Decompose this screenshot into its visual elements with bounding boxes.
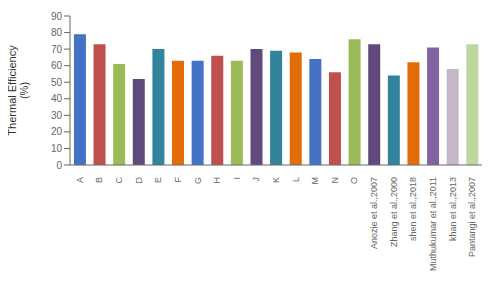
- svg-text:Muthukumar et al.,2011: Muthukumar et al.,2011: [428, 177, 438, 271]
- svg-text:B: B: [94, 177, 104, 183]
- svg-text:0: 0: [56, 160, 62, 171]
- svg-text:K: K: [271, 177, 281, 183]
- svg-text:90: 90: [51, 11, 63, 22]
- svg-text:40: 40: [51, 93, 63, 104]
- svg-text:D: D: [134, 177, 144, 184]
- svg-text:E: E: [153, 177, 163, 183]
- svg-text:30: 30: [51, 110, 63, 121]
- svg-text:M: M: [310, 177, 320, 185]
- svg-text:J: J: [251, 177, 261, 182]
- svg-text:50: 50: [51, 77, 63, 88]
- svg-text:F: F: [173, 177, 183, 183]
- svg-text:H: H: [212, 177, 222, 184]
- svg-text:khan et al.,2013: khan et al.,2013: [448, 177, 458, 241]
- svg-text:80: 80: [51, 27, 63, 38]
- svg-text:Thermal Efficiency(%): Thermal Efficiency(%): [8, 45, 30, 136]
- svg-text:O: O: [349, 177, 359, 184]
- svg-text:I: I: [232, 177, 242, 180]
- svg-text:20: 20: [51, 126, 63, 137]
- svg-text:70: 70: [51, 44, 63, 55]
- svg-text:Zhang et al.,2000: Zhang et al.,2000: [389, 177, 399, 247]
- svg-text:L: L: [291, 177, 301, 182]
- svg-text:60: 60: [51, 60, 63, 71]
- svg-text:C: C: [114, 177, 124, 184]
- svg-text:G: G: [193, 177, 203, 184]
- svg-text:10: 10: [51, 143, 63, 154]
- svg-text:A: A: [75, 177, 85, 183]
- svg-text:N: N: [330, 177, 340, 184]
- svg-text:Anozie et al.,2007: Anozie et al.,2007: [369, 177, 379, 249]
- svg-text:Pantangi et al.,2007: Pantangi et al.,2007: [467, 177, 477, 257]
- svg-text:shen et al.,2018: shen et al.,2018: [408, 177, 418, 241]
